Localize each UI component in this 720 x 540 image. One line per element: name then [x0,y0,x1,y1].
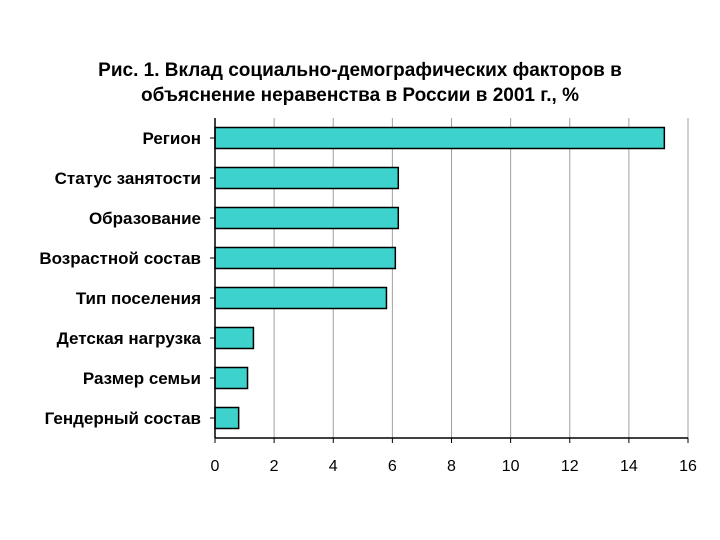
category-label-2: Статус занятости [55,169,201,188]
category-label-8: Гендерный состав [45,409,201,428]
chart-title: Рис. 1. Вклад социально-демографических … [40,58,680,108]
bars [214,126,666,430]
x-tick-label-2: 2 [270,458,279,475]
bar-6 [214,326,255,350]
bar-2 [214,166,400,190]
category-label-3: Образование [89,209,201,228]
category-label-4: Возрастной состав [39,249,201,268]
x-tick-label-0: 0 [211,458,220,475]
bar-4 [214,246,397,270]
x-tick-label-8: 8 [447,458,456,475]
chart-title-line-2: объяснение неравенства в России в 2001 г… [140,85,579,106]
bar-7 [214,366,249,390]
x-tick-label-16: 16 [679,458,697,475]
x-tick-label-14: 14 [620,458,638,475]
chart-title-line-1: Рис. 1. Вклад социально-демографических … [98,60,622,81]
grid-lines [273,118,689,438]
bar-5 [214,286,388,310]
x-tick-label-6: 6 [388,458,397,475]
tick-labels: 0 2 4 6 8 10 12 14 16 [211,458,697,475]
category-label-7: Размер семьи [83,369,201,388]
category-label-6: Детская нагрузка [57,329,202,348]
category-label-5: Тип поселения [76,289,201,308]
axes [210,118,689,443]
bar-8 [214,406,240,430]
bar-3 [214,206,400,230]
x-tick-label-4: 4 [329,458,338,475]
bar-1 [214,126,666,150]
x-tick-label-10: 10 [502,458,520,475]
category-label-1: Регион [142,129,201,148]
x-tick-label-12: 12 [561,458,579,475]
category-labels: Регион Статус занятости Образование Возраст… [39,129,201,428]
